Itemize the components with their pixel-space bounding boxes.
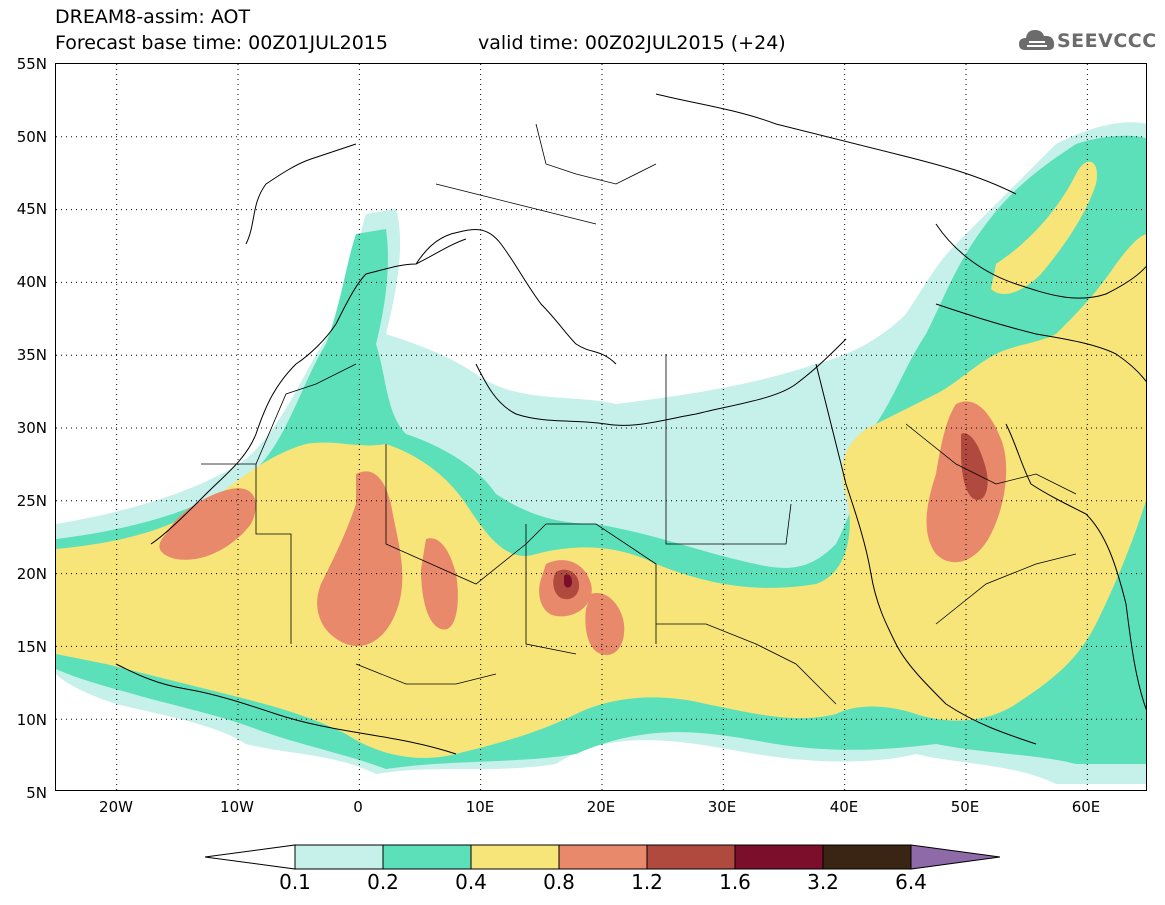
logo-text: SEEVCCC: [1057, 30, 1157, 52]
chart-title: DREAM8-assim: AOT: [55, 6, 251, 28]
colorbar-segment-0-4: [470, 844, 560, 870]
lat-label-40n: 40N: [16, 273, 47, 291]
lon-label-50e: 50E: [950, 798, 980, 816]
lon-label-20e: 20E: [586, 798, 616, 816]
lat-label-20n: 20N: [16, 565, 47, 583]
aot-map-canvas: [56, 64, 1146, 790]
lon-label-60e: 60E: [1071, 798, 1101, 816]
aot-band-0-8: [159, 401, 1007, 655]
graticule: [56, 64, 1146, 790]
lat-label-55n: 55N: [16, 55, 47, 73]
colorbar-segment-1-2: [646, 844, 736, 870]
aot-band-1-6: [564, 574, 572, 588]
colorbar-label-6-4: 6.4: [895, 870, 927, 894]
lon-label-40e: 40E: [829, 798, 859, 816]
lat-label-35n: 35N: [16, 346, 47, 364]
lat-label-15n: 15N: [16, 638, 47, 656]
forecast-base-time: Forecast base time: 00Z01JUL2015: [55, 32, 388, 54]
colorbar-segment-0-1: [294, 844, 384, 870]
colorbar-label-1-6: 1.6: [719, 870, 751, 894]
colorbar-lower-arrow: [205, 844, 296, 870]
valid-time: valid time: 00Z02JUL2015 (+24): [478, 32, 786, 54]
aot-map: [55, 63, 1147, 791]
lat-label-25n: 25N: [16, 492, 47, 510]
colorbar-label-0-1: 0.1: [279, 870, 311, 894]
lon-label-30e: 30E: [707, 798, 737, 816]
lon-label-20w: 20W: [99, 798, 133, 816]
lat-label-30n: 30N: [16, 419, 47, 437]
lon-label-10w: 10W: [220, 798, 254, 816]
colorbar-label-3-2: 3.2: [807, 870, 839, 894]
lon-label-0: 0: [353, 798, 363, 816]
colorbar-label-0-4: 0.4: [455, 870, 487, 894]
lat-label-5n: 5N: [26, 784, 47, 802]
colorbar-label-0-2: 0.2: [367, 870, 399, 894]
colorbar-segment-0-2: [382, 844, 472, 870]
seevccc-logo: SEEVCCC: [1017, 24, 1157, 56]
colorbar-upper-arrow: [910, 844, 1000, 870]
colorbar: [205, 844, 1000, 870]
lat-label-50n: 50N: [16, 128, 47, 146]
colorbar-label-1-2: 1.2: [631, 870, 663, 894]
colorbar-segment-1-6: [734, 844, 824, 870]
colorbar-segment-0-8: [558, 844, 648, 870]
lat-label-45n: 45N: [16, 200, 47, 218]
cloud-icon: [1019, 30, 1055, 50]
colorbar-label-0-8: 0.8: [543, 870, 575, 894]
lat-label-10n: 10N: [16, 711, 47, 729]
lon-label-10e: 10E: [465, 798, 495, 816]
colorbar-segment-3-2: [822, 844, 912, 870]
